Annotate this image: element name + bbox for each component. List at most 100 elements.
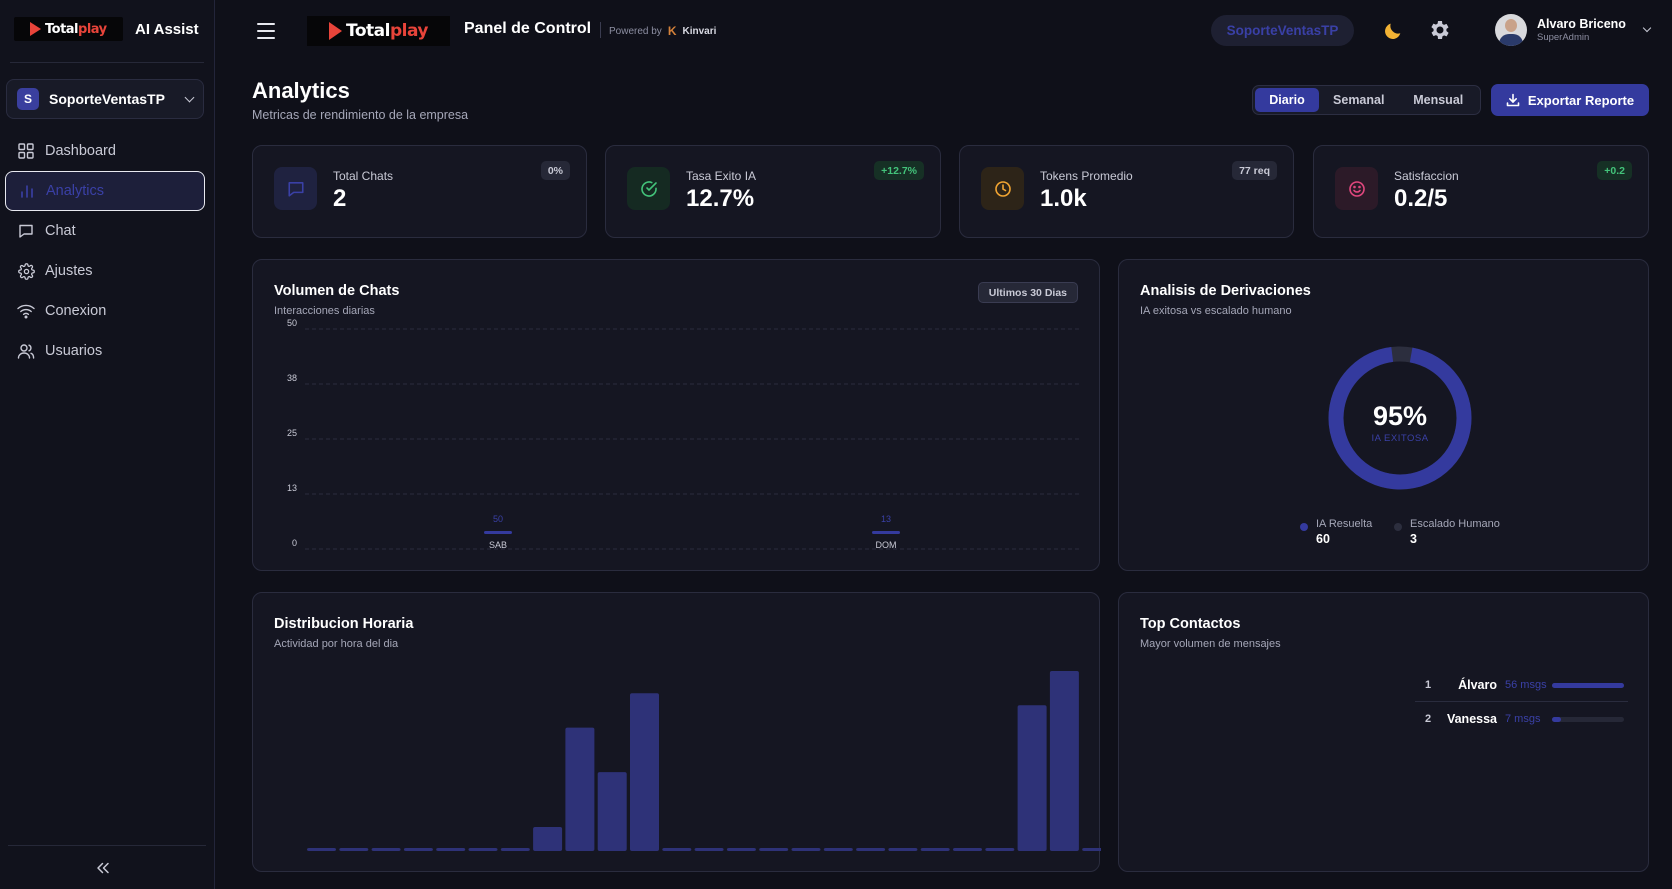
contact-rank: 1 (1425, 679, 1432, 691)
chevron-down-icon (184, 92, 195, 102)
chart-icon (18, 182, 36, 200)
legend-dot (1394, 523, 1402, 531)
donut-center-value: 95% (1373, 401, 1427, 431)
period-semanal[interactable]: Semanal (1333, 93, 1385, 107)
powered-by: Powered by K Kinvari (609, 24, 716, 38)
contact-name: Vanessa (1446, 712, 1497, 726)
bar (371, 848, 401, 851)
logo-text-total: Total (45, 21, 79, 37)
stat-badge: +0.2 (1597, 161, 1632, 180)
bar (856, 848, 886, 851)
card-subtitle: Actividad por hora del dia (274, 638, 399, 650)
logo-text-play: play (389, 21, 429, 41)
sidebar-item-label: Chat (45, 223, 76, 239)
stat-value: 12.7% (686, 185, 755, 212)
contacts-card: Top Contactos Mayor volumen de mensajes … (1118, 592, 1649, 872)
settings-gear-icon[interactable] (1428, 18, 1452, 42)
bar (920, 848, 950, 851)
bar (468, 848, 498, 851)
y-tick-label: 38 (287, 373, 297, 383)
kinvari-name: Kinvari (682, 25, 717, 37)
download-icon (1506, 93, 1520, 107)
sidebar-item-label: Analytics (46, 183, 105, 199)
sidebar-item-ajustes[interactable]: Ajustes (5, 251, 205, 291)
bar (872, 531, 900, 534)
sidebar-item-conexion[interactable]: Conexion (5, 291, 205, 331)
divider (1415, 701, 1628, 702)
bar (565, 727, 595, 851)
bar (1082, 848, 1101, 851)
topbar: Totalplay Panel de Control Powered by K … (215, 0, 1672, 62)
contact-bar-fill (1552, 717, 1562, 722)
sidebar-item-dashboard[interactable]: Dashboard (5, 131, 205, 171)
org-selector[interactable]: S SoporteVentasTP (6, 79, 204, 119)
stat-label: Tasa Exito IA (686, 169, 757, 183)
period-selector: Diario Semanal Mensual (1252, 85, 1481, 115)
stat-label: Tokens Promedio (1040, 169, 1133, 183)
sidebar-item-analytics[interactable]: Analytics (5, 171, 205, 211)
message-icon (274, 167, 317, 210)
bar (985, 848, 1015, 851)
sidebar-item-usuarios[interactable]: Usuarios (5, 331, 205, 371)
avatar (1495, 14, 1527, 46)
legend-item: IA Resuelta 60 (1300, 518, 1372, 546)
x-tick-label: SAB (489, 540, 507, 550)
tenant-pill[interactable]: SoporteVentasTP (1211, 15, 1354, 46)
logo-text-total: Total (346, 21, 390, 41)
bar (403, 848, 433, 851)
clock-icon (981, 167, 1024, 210)
user-info: Alvaro Briceno SuperAdmin (1537, 17, 1626, 43)
export-label: Exportar Reporte (1527, 92, 1635, 108)
sidebar: Totalplay AI Assist S SoporteVentasTP Da… (0, 0, 215, 889)
period-diario[interactable]: Diario (1255, 88, 1319, 112)
bar (953, 848, 982, 851)
contact-row[interactable]: 2 Vanessa 7 msgs (1119, 711, 1650, 735)
contact-bar (1552, 717, 1624, 722)
stat-value: 2 (333, 185, 347, 212)
donut-chart: 95% IA EXITOSA (1328, 346, 1472, 490)
contact-msgs: 56 msgs (1505, 679, 1547, 691)
period-mensual[interactable]: Mensual (1413, 93, 1464, 107)
users-icon (17, 342, 35, 360)
legend-value: 60 (1316, 532, 1330, 546)
y-tick-label: 50 (287, 318, 297, 328)
card-title: Volumen de Chats (274, 283, 400, 299)
stat-label: Total Chats (333, 169, 394, 183)
bar (597, 772, 627, 851)
bar (1049, 671, 1079, 851)
collapse-sidebar-icon[interactable] (96, 861, 114, 875)
play-icon (329, 22, 342, 40)
legend-label: IA Resuelta (1316, 518, 1373, 530)
menu-icon[interactable] (257, 23, 275, 44)
page-title: Analytics (252, 78, 350, 103)
stat-badge: 77 req (1232, 161, 1277, 180)
divider (8, 845, 206, 846)
bar (533, 827, 563, 851)
export-report-button[interactable]: Exportar Reporte (1491, 84, 1649, 116)
kinvari-logo-icon: K (667, 24, 677, 38)
user-role: SuperAdmin (1537, 32, 1590, 43)
play-icon (30, 22, 41, 36)
sidebar-item-label: Usuarios (45, 343, 103, 359)
contact-row[interactable]: 1 Álvaro 56 msgs (1119, 677, 1650, 701)
donut-center-label: IA EXITOSA (1371, 433, 1428, 444)
sidebar-item-label: Dashboard (45, 143, 116, 159)
hourly-chart (307, 671, 1101, 851)
divider (600, 22, 601, 38)
bar (823, 848, 853, 851)
totalplay-logo: Totalplay (14, 17, 123, 41)
volume-chart: 50 38 25 13 0 50 SAB 13 DOM (287, 318, 1080, 550)
moon-icon[interactable] (1382, 20, 1404, 48)
range-pill[interactable]: Ultimos 30 Dias (977, 282, 1078, 303)
user-menu[interactable]: Alvaro Briceno SuperAdmin (1495, 14, 1652, 46)
bar (1017, 705, 1047, 851)
donut-slice-ia-resuelta (1328, 346, 1472, 490)
bar (726, 848, 756, 851)
contact-bar (1552, 683, 1624, 688)
card-subtitle: IA exitosa vs escalado humano (1140, 305, 1292, 317)
sidebar-item-chat[interactable]: Chat (5, 211, 205, 251)
card-subtitle: Mayor volumen de mensajes (1140, 638, 1281, 650)
sidebar-item-label: Ajustes (45, 263, 93, 279)
card-title: Top Contactos (1140, 616, 1241, 632)
stat-card-total-chats: Total Chats 2 0% (252, 145, 587, 238)
